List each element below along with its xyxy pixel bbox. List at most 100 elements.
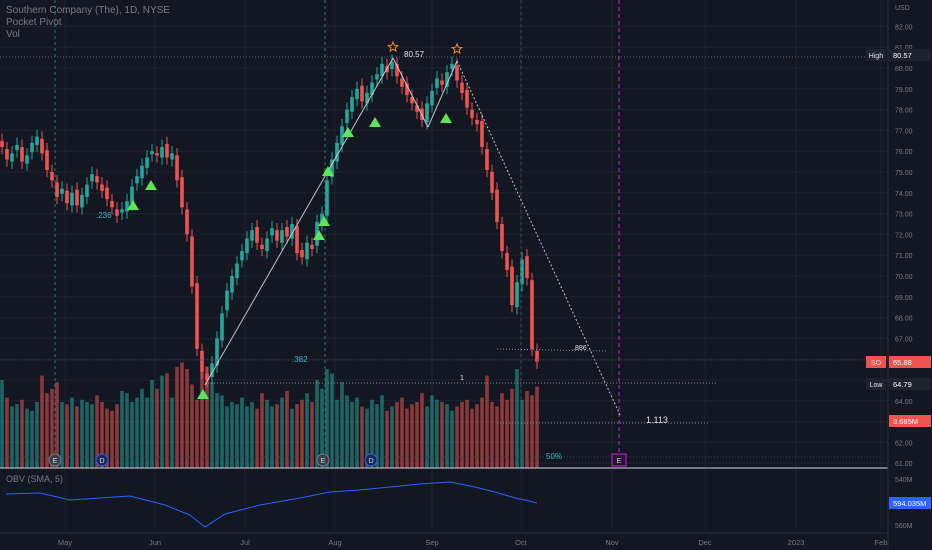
time-tick-label: May: [58, 538, 72, 547]
volume-bar: [185, 369, 189, 468]
volume-bar: [205, 366, 209, 468]
candle-body: [480, 121, 484, 148]
candle-body: [410, 97, 414, 104]
candle-body: [120, 209, 124, 213]
candle-body: [35, 136, 39, 145]
volume-bar: [125, 393, 129, 468]
volume-bar: [510, 388, 514, 468]
price-tick-label: 64.00: [895, 399, 913, 406]
volume-bar: [315, 380, 319, 468]
volume-bar: [5, 397, 9, 468]
candlesticks: [0, 54, 539, 388]
volume-bars: [0, 362, 539, 468]
so-badge-value: 65.88: [893, 358, 912, 367]
volume-bar: [40, 375, 44, 468]
candle-body: [5, 149, 9, 160]
candle-body: [490, 172, 494, 193]
volume-bar: [405, 408, 409, 468]
price-tick-label: 82.00: [895, 24, 913, 31]
volume-bar: [60, 402, 64, 468]
volume-bar: [140, 388, 144, 468]
fib-level-line: [496, 348, 609, 352]
volume-bar: [435, 399, 439, 468]
volume-bar: [270, 406, 274, 468]
volume-bar: [85, 402, 89, 468]
event-marker-letter: E: [53, 458, 58, 465]
candle-body: [205, 373, 209, 380]
time-tick-label: Sep: [425, 538, 438, 547]
price-axis-bg: [889, 0, 932, 550]
volume-bar: [295, 404, 299, 468]
volume-bar: [415, 402, 419, 468]
candle-body: [520, 259, 524, 285]
volume-bar: [105, 408, 109, 468]
volume-bar: [530, 395, 534, 468]
volume-bar: [235, 404, 239, 468]
obv-legend: OBV (SMA, 5): [6, 474, 64, 484]
candle-body: [155, 153, 159, 156]
pocket-pivot-marker: [440, 113, 452, 123]
candle-body: [435, 78, 439, 88]
volume-bar: [455, 406, 459, 468]
candle-body: [125, 201, 129, 212]
volume-bar: [390, 406, 394, 468]
candle-body: [430, 90, 434, 106]
candle-body: [260, 244, 264, 249]
candle-body: [90, 174, 94, 182]
volume-bar: [45, 393, 49, 468]
candle-body: [325, 180, 329, 216]
candle-body: [305, 242, 309, 260]
price-tick-label: 71.00: [895, 253, 913, 260]
candle-body: [80, 194, 84, 208]
candle-body: [110, 201, 114, 208]
volume-bar: [255, 408, 259, 468]
volume-bar: [470, 408, 474, 468]
candle-body: [210, 363, 214, 377]
volume-bar: [0, 380, 4, 468]
candle-body: [170, 153, 174, 160]
candle-body: [415, 105, 419, 112]
volume-bar: [365, 408, 369, 468]
candle-body: [405, 83, 409, 96]
volume-bar: [505, 399, 509, 468]
volume-bar: [50, 388, 54, 468]
currency-label: USD: [895, 5, 910, 12]
so-badge-label-bg: [866, 356, 886, 368]
event-marker-letter: E: [321, 458, 326, 465]
candle-body: [320, 213, 324, 224]
volume-bar: [520, 399, 524, 468]
candle-body: [85, 184, 89, 197]
fib-382-label: .382: [292, 355, 308, 364]
price-tick-label: 77.00: [895, 128, 913, 135]
obv-tick-label: 560M: [895, 523, 913, 530]
candle-body: [250, 230, 254, 241]
event-marker-letter: D: [368, 458, 373, 465]
candle-body: [285, 227, 289, 237]
peak-star-marker: [386, 40, 400, 53]
candle-body: [150, 151, 154, 155]
high-badge-value-bg: [889, 49, 931, 61]
candle-body: [395, 63, 399, 77]
volume-bar: [310, 402, 314, 468]
volume-bar: [130, 402, 134, 468]
candle-body: [190, 236, 194, 287]
volume-bar: [275, 404, 279, 468]
volume-bar: [300, 399, 304, 468]
peak-value-label: 80.57: [404, 50, 425, 59]
candle-body: [505, 253, 509, 270]
event-marker-circle: [95, 453, 109, 467]
volume-bar: [100, 402, 104, 468]
obv-value-badge-bg: [889, 497, 931, 509]
candle-body: [500, 224, 504, 252]
fib-1113-label: 1.113: [646, 415, 668, 425]
volume-bar: [145, 397, 149, 468]
candle-body: [235, 263, 239, 279]
volume-bar: [395, 402, 399, 468]
volume-bar: [525, 391, 529, 468]
volume-bar: [350, 402, 354, 468]
candle-body: [65, 190, 69, 204]
candle-body: [200, 350, 204, 372]
low-badge-value: 64.79: [893, 380, 912, 389]
candle-body: [530, 280, 534, 349]
